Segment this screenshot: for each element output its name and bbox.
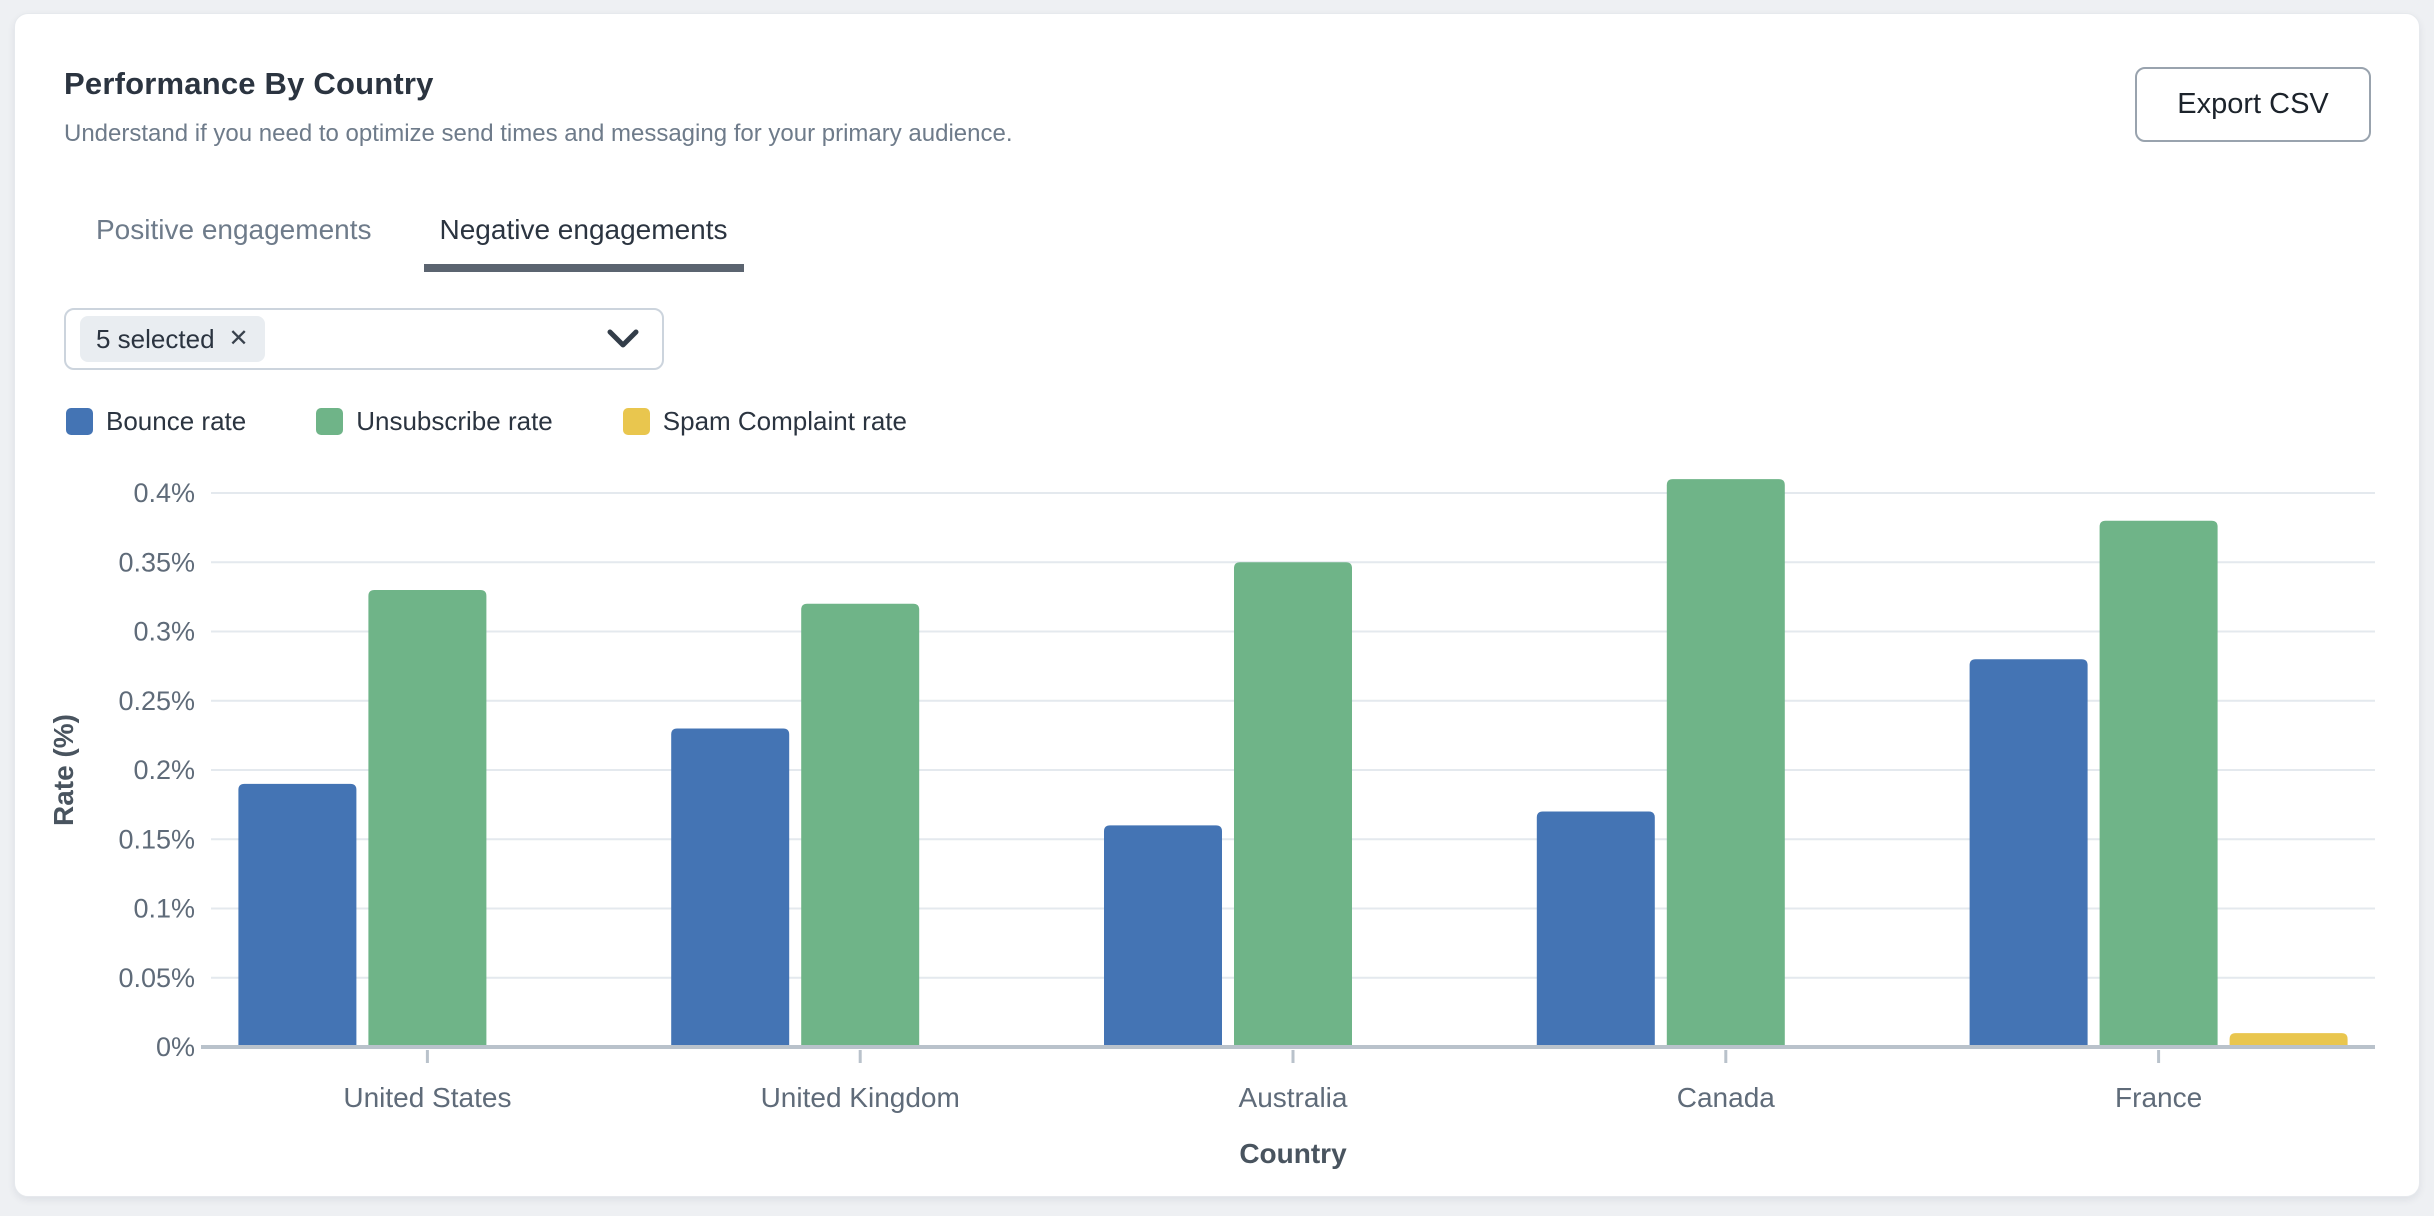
y-axis-tick-label: 0.05% — [118, 963, 195, 993]
y-axis-tick-label: 0.35% — [118, 547, 195, 577]
x-axis-category-label: Canada — [1677, 1082, 1776, 1113]
y-axis-tick-label: 0.2% — [133, 755, 195, 785]
legend-swatch-icon — [622, 408, 650, 435]
legend-item[interactable]: Spam Complaint rate — [622, 406, 907, 437]
y-axis-tick-label: 0.15% — [118, 824, 195, 854]
legend-label: Spam Complaint rate — [662, 406, 907, 436]
bar[interactable] — [671, 728, 790, 1047]
clear-selection-icon[interactable]: ✕ — [228, 325, 249, 352]
legend-swatch-icon — [316, 408, 344, 435]
bar[interactable] — [1536, 811, 1655, 1047]
legend-item[interactable]: Bounce rate — [66, 406, 246, 437]
bar[interactable] — [1666, 479, 1785, 1047]
engagement-tabs: Positive engagements Negative engagement… — [80, 214, 744, 272]
chevron-down-icon — [607, 329, 639, 348]
chart-legend: Bounce rate Unsubscribe rate Spam Complain… — [66, 406, 907, 437]
selected-count-chip[interactable]: 5 selected ✕ — [80, 316, 265, 362]
bar[interactable] — [801, 603, 920, 1047]
bar[interactable] — [368, 589, 487, 1047]
bar-chart: 0% 0.05% 0.1% 0.15% 0.2% 0.25% 0.3% 0.35% 0.4% Un… — [48, 478, 2375, 1169]
bar[interactable] — [1104, 825, 1222, 1047]
y-axis-tick-label: 0.3% — [133, 617, 195, 647]
bar[interactable] — [238, 783, 357, 1047]
x-axis-category-label: France — [2115, 1082, 2202, 1113]
country-multiselect[interactable]: 5 selected ✕ — [64, 308, 664, 370]
x-axis-title: Country — [1239, 1138, 1347, 1169]
page-subtitle: Understand if you need to optimize send … — [64, 120, 1013, 147]
bar[interactable] — [1969, 659, 2088, 1047]
y-axis-tick-label: 0.25% — [118, 686, 195, 716]
bar[interactable] — [2229, 1033, 2348, 1047]
legend-label: Unsubscribe rate — [356, 406, 553, 436]
x-axis-category-label: United Kingdom — [761, 1082, 960, 1113]
x-axis-category-label: United States — [343, 1082, 511, 1113]
legend-swatch-icon — [66, 408, 93, 435]
performance-by-country-card: Performance By Country Understand if you… — [14, 13, 2420, 1197]
y-axis-title: Rate (%) — [48, 714, 79, 826]
page-title: Performance By Country — [64, 66, 434, 101]
legend-item[interactable]: Unsubscribe rate — [316, 406, 553, 437]
y-axis-tick-label: 0.4% — [133, 478, 195, 508]
tab-negative-engagements[interactable]: Negative engagements — [423, 214, 744, 272]
x-axis-category-label: Australia — [1239, 1082, 1348, 1113]
selected-count-label: 5 selected — [96, 323, 215, 354]
y-axis-tick-label: 0.1% — [133, 894, 195, 924]
legend-label: Bounce rate — [106, 406, 247, 436]
y-axis-tick-label: 0% — [156, 1032, 195, 1062]
bar[interactable] — [1234, 562, 1352, 1047]
tab-positive-engagements[interactable]: Positive engagements — [96, 214, 372, 245]
export-csv-button[interactable]: Export CSV — [2135, 67, 2371, 142]
bar[interactable] — [2099, 520, 2218, 1047]
